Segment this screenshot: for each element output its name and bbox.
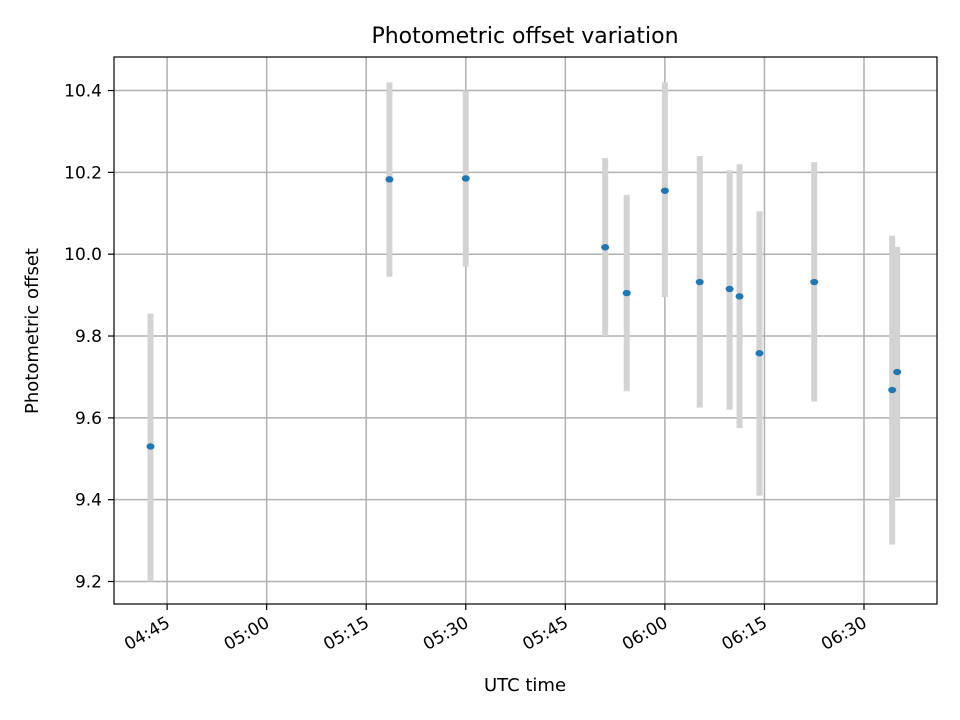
data-point xyxy=(810,278,819,286)
y-tick-label: 9.2 xyxy=(75,572,102,592)
y-tick-label: 10.0 xyxy=(64,245,102,265)
x-tick-label: 06:30 xyxy=(818,613,870,655)
x-tick-label: 06:15 xyxy=(719,613,771,655)
y-tick-label: 10.2 xyxy=(64,163,102,183)
chart-title: Photometric offset variation xyxy=(371,24,678,49)
data-points xyxy=(146,175,902,450)
x-axis-label: UTC time xyxy=(484,675,566,696)
data-point xyxy=(755,350,764,357)
data-point xyxy=(601,244,610,251)
data-point xyxy=(725,285,734,293)
y-tick-label: 9.8 xyxy=(75,327,102,347)
x-tick-label: 05:30 xyxy=(420,613,472,655)
y-tick-label: 9.6 xyxy=(75,409,102,429)
x-tick-label: 05:15 xyxy=(320,613,372,655)
data-point xyxy=(735,293,744,300)
x-tick-label: 06:00 xyxy=(619,613,671,655)
plot-frame xyxy=(113,56,938,605)
y-tick-label: 9.4 xyxy=(75,491,102,511)
x-axis-ticks: 04:45 05:00 05:15 05:30 05:45 06:00 06:15 06:30 xyxy=(121,604,870,655)
x-tick-label: 05:45 xyxy=(519,613,571,655)
data-point xyxy=(893,368,902,376)
data-point xyxy=(385,176,394,183)
x-tick-label: 05:00 xyxy=(221,613,273,655)
data-point xyxy=(888,386,897,394)
y-axis-ticks: 9.2 9.4 9.6 9.8 10.0 10.2 10.4 xyxy=(64,82,114,592)
x-tick-label: 04:45 xyxy=(121,613,173,655)
data-point xyxy=(695,278,704,286)
y-axis-label: Photometric offset xyxy=(22,248,43,414)
y-tick-label: 10.4 xyxy=(64,82,102,102)
error-bars xyxy=(147,82,901,582)
data-point xyxy=(146,443,155,450)
data-point xyxy=(622,289,631,297)
data-point xyxy=(660,187,669,194)
data-point xyxy=(461,175,470,182)
